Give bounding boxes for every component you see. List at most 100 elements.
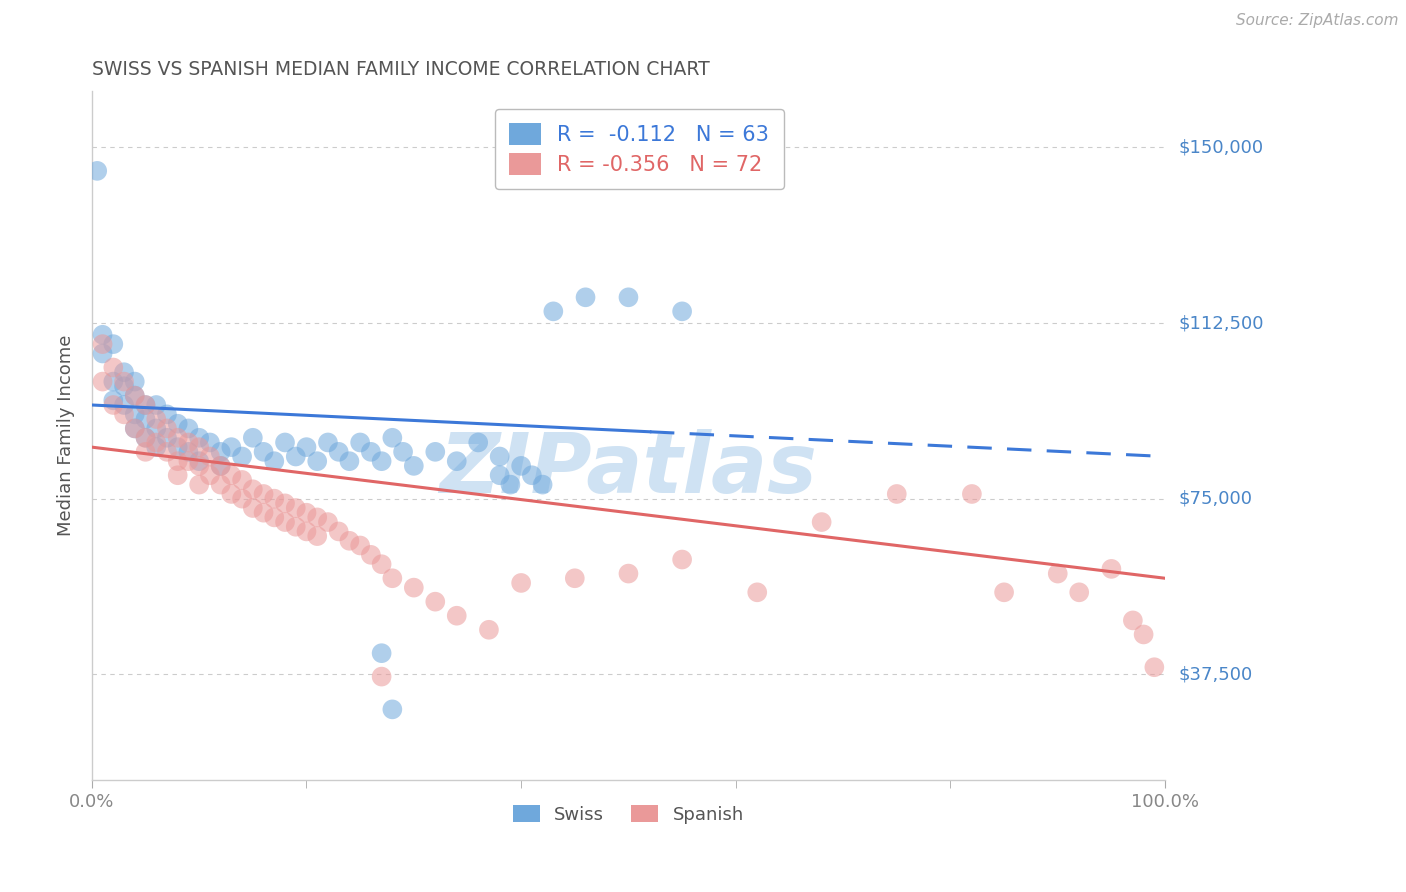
- Point: [124, 408, 146, 422]
- Point: [520, 468, 543, 483]
- Point: [478, 623, 501, 637]
- Point: [402, 581, 425, 595]
- Text: SWISS VS SPANISH MEDIAN FAMILY INCOME CORRELATION CHART: SWISS VS SPANISH MEDIAN FAMILY INCOME CO…: [91, 60, 710, 78]
- Point: [564, 571, 586, 585]
- Point: [488, 450, 510, 464]
- Point: [381, 571, 404, 585]
- Point: [381, 431, 404, 445]
- Point: [370, 670, 392, 684]
- Point: [425, 445, 447, 459]
- Point: [145, 435, 167, 450]
- Point: [112, 408, 135, 422]
- Point: [284, 450, 307, 464]
- Point: [671, 552, 693, 566]
- Point: [177, 435, 200, 450]
- Point: [134, 398, 156, 412]
- Point: [381, 702, 404, 716]
- Point: [209, 477, 232, 491]
- Point: [1046, 566, 1069, 581]
- Point: [1143, 660, 1166, 674]
- Point: [209, 445, 232, 459]
- Point: [1122, 614, 1144, 628]
- Point: [177, 454, 200, 468]
- Point: [198, 435, 221, 450]
- Point: [242, 483, 264, 497]
- Point: [617, 290, 640, 304]
- Point: [263, 454, 285, 468]
- Point: [242, 501, 264, 516]
- Point: [124, 389, 146, 403]
- Point: [156, 445, 179, 459]
- Point: [188, 440, 211, 454]
- Point: [295, 440, 318, 454]
- Point: [328, 445, 350, 459]
- Point: [242, 431, 264, 445]
- Text: $112,500: $112,500: [1180, 314, 1264, 332]
- Point: [103, 337, 125, 351]
- Point: [112, 379, 135, 393]
- Point: [402, 458, 425, 473]
- Y-axis label: Median Family Income: Median Family Income: [58, 334, 75, 536]
- Point: [446, 608, 468, 623]
- Point: [1069, 585, 1091, 599]
- Point: [263, 510, 285, 524]
- Text: $37,500: $37,500: [1180, 665, 1253, 683]
- Point: [747, 585, 769, 599]
- Point: [124, 421, 146, 435]
- Point: [274, 515, 297, 529]
- Point: [488, 468, 510, 483]
- Point: [510, 458, 533, 473]
- Point: [993, 585, 1015, 599]
- Point: [91, 346, 114, 360]
- Point: [156, 421, 179, 435]
- Point: [124, 389, 146, 403]
- Text: $75,000: $75,000: [1180, 490, 1253, 508]
- Point: [425, 595, 447, 609]
- Legend: Swiss, Spanish: Swiss, Spanish: [503, 796, 754, 832]
- Point: [156, 408, 179, 422]
- Point: [112, 398, 135, 412]
- Point: [134, 431, 156, 445]
- Point: [209, 458, 232, 473]
- Point: [166, 417, 188, 431]
- Point: [263, 491, 285, 506]
- Point: [446, 454, 468, 468]
- Point: [103, 393, 125, 408]
- Point: [198, 450, 221, 464]
- Point: [188, 458, 211, 473]
- Point: [86, 164, 108, 178]
- Point: [328, 524, 350, 539]
- Text: ZIPatlas: ZIPatlas: [440, 429, 817, 510]
- Point: [274, 435, 297, 450]
- Point: [360, 445, 382, 459]
- Point: [231, 491, 253, 506]
- Point: [617, 566, 640, 581]
- Point: [166, 454, 188, 468]
- Point: [307, 454, 329, 468]
- Point: [671, 304, 693, 318]
- Point: [134, 412, 156, 426]
- Point: [284, 501, 307, 516]
- Point: [145, 412, 167, 426]
- Point: [510, 576, 533, 591]
- Point: [370, 558, 392, 572]
- Point: [124, 375, 146, 389]
- Point: [166, 431, 188, 445]
- Point: [221, 468, 243, 483]
- Point: [307, 510, 329, 524]
- Point: [252, 487, 274, 501]
- Point: [156, 431, 179, 445]
- Point: [188, 454, 211, 468]
- Point: [810, 515, 832, 529]
- Point: [198, 468, 221, 483]
- Point: [145, 440, 167, 454]
- Text: $150,000: $150,000: [1180, 138, 1264, 156]
- Point: [91, 375, 114, 389]
- Point: [134, 445, 156, 459]
- Point: [166, 440, 188, 454]
- Point: [1132, 627, 1154, 641]
- Point: [499, 477, 522, 491]
- Point: [295, 506, 318, 520]
- Point: [188, 431, 211, 445]
- Point: [91, 327, 114, 342]
